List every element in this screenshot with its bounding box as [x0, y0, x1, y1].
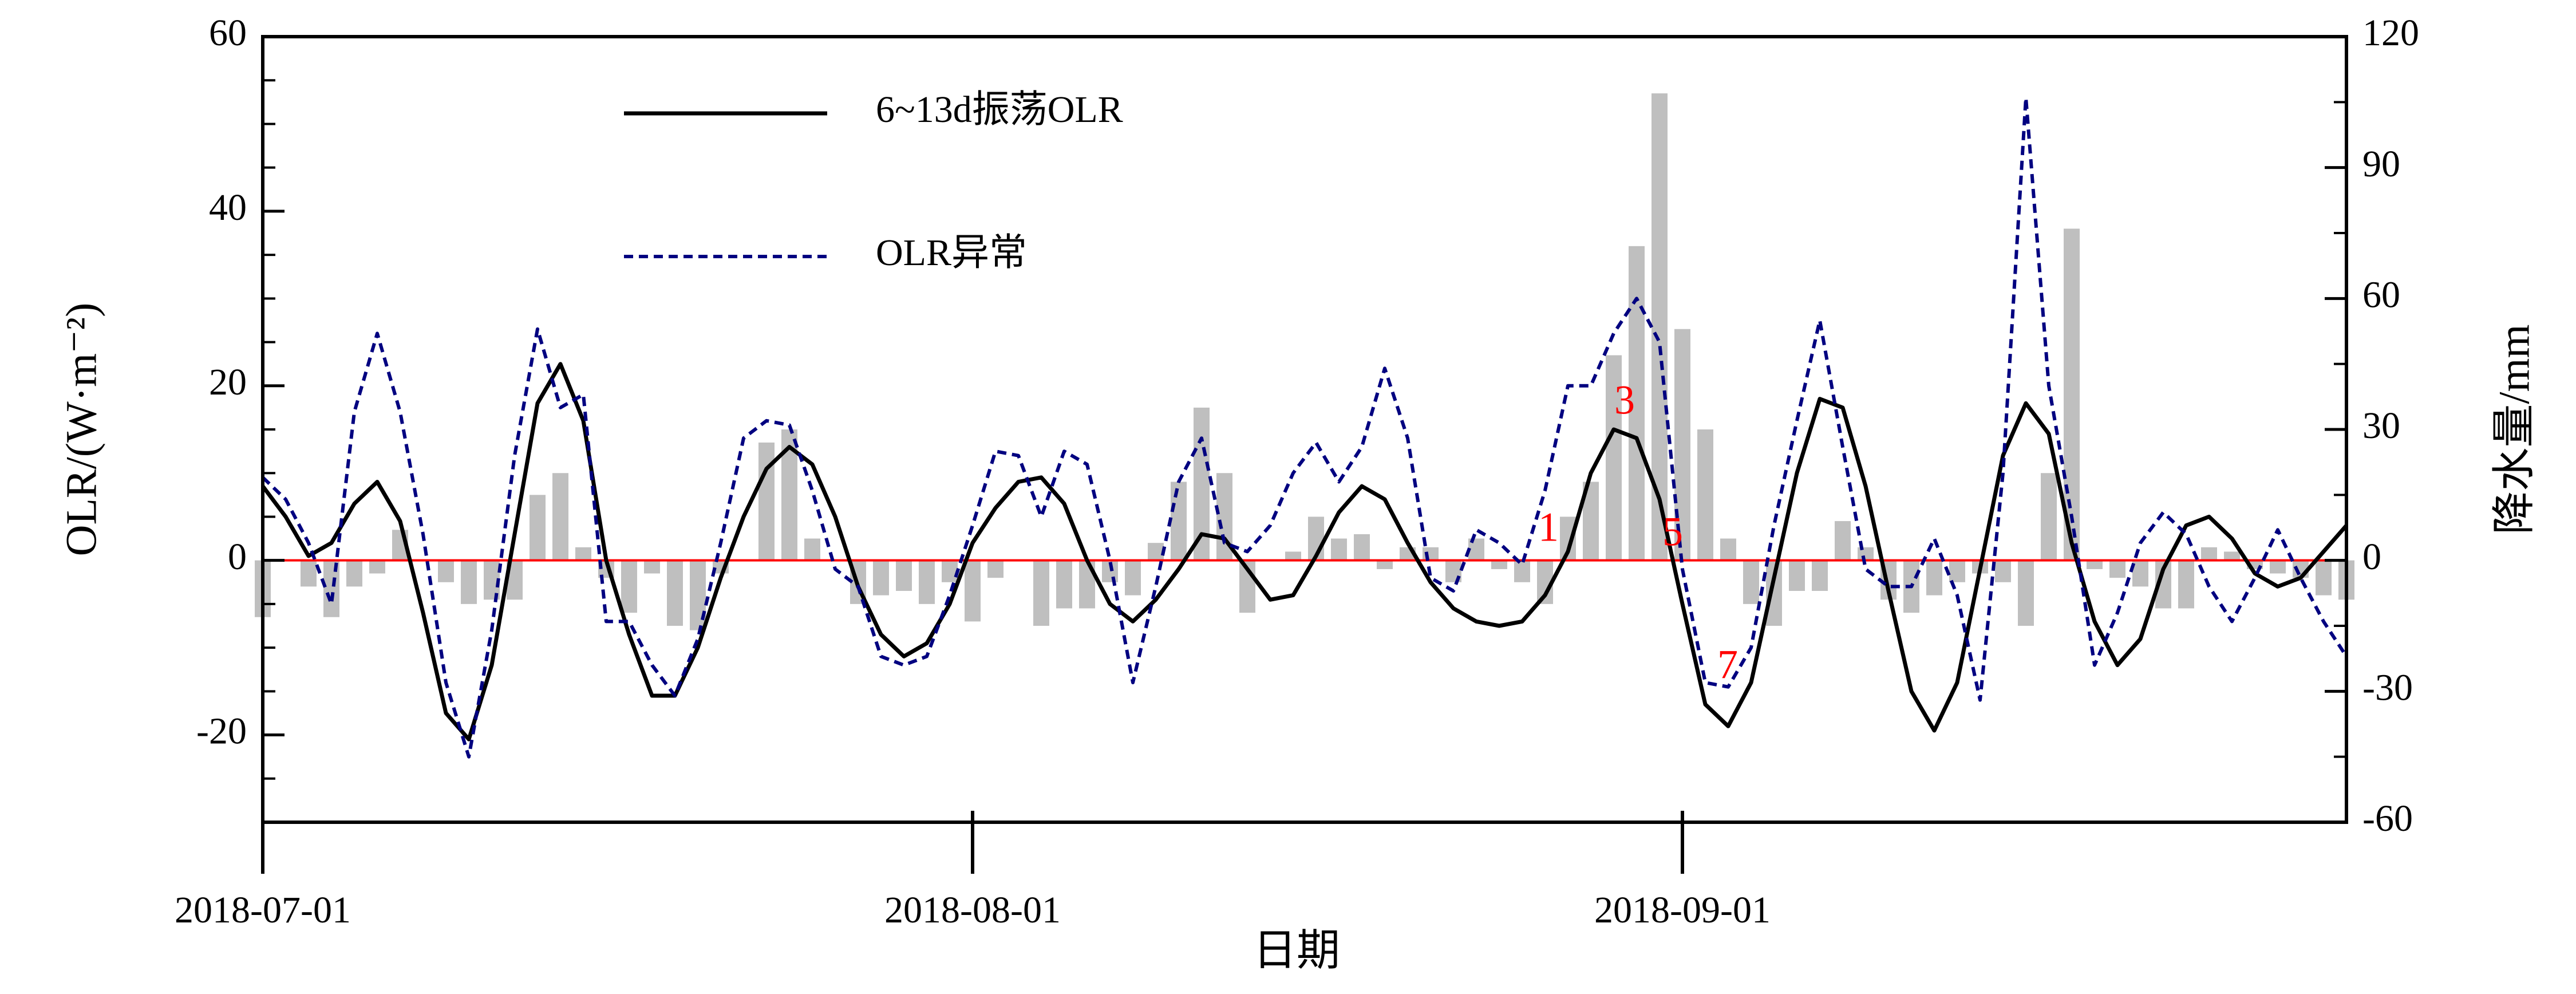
- bar: [1652, 93, 1668, 561]
- bar: [1285, 551, 1301, 561]
- bar: [1125, 560, 1141, 595]
- annotation: 5: [1662, 509, 1683, 555]
- bar: [1995, 560, 2011, 582]
- x-tick-label: 2018-08-01: [884, 889, 1061, 931]
- y-tick-label: 40: [209, 187, 247, 228]
- y2-tick-label: 30: [2362, 405, 2400, 447]
- annotation: 3: [1614, 377, 1635, 423]
- line: [261, 96, 2348, 759]
- annotation: 1: [1538, 504, 1559, 550]
- y2-tick-label: 90: [2362, 143, 2400, 185]
- x-tick-label: 2018-09-01: [1594, 889, 1771, 931]
- bar: [1926, 560, 1942, 595]
- bar: [1354, 534, 1370, 561]
- bar: [2270, 560, 2286, 574]
- y2-tick-label: 60: [2362, 274, 2400, 315]
- bar: [2109, 560, 2125, 578]
- bar: [965, 560, 981, 622]
- bar: [369, 560, 385, 574]
- bar: [1812, 560, 1828, 591]
- bar: [2041, 473, 2057, 561]
- line: [261, 362, 2348, 741]
- y2-tick-label: 120: [2362, 12, 2419, 54]
- bar: [2201, 547, 2217, 561]
- bar: [1743, 560, 1759, 604]
- bar: [758, 442, 775, 561]
- bar: [667, 560, 683, 626]
- bar: [1033, 560, 1049, 626]
- bar: [919, 560, 935, 604]
- bar: [530, 495, 546, 561]
- bar: [1514, 560, 1530, 582]
- bar: [1056, 560, 1072, 609]
- bar: [301, 560, 317, 587]
- bar: [1331, 538, 1347, 561]
- bar: [2316, 560, 2332, 595]
- y-tick-label: -20: [196, 711, 247, 752]
- y2-tick-label: -60: [2362, 798, 2413, 839]
- bar: [1674, 329, 1690, 561]
- plot-frame: [261, 35, 2348, 824]
- bar: [1491, 560, 1507, 569]
- y-axis-label: OLR/(W·m⁻²): [57, 303, 105, 557]
- bar: [461, 560, 477, 604]
- y-tick-label: 20: [209, 361, 247, 403]
- bar: [1720, 538, 1736, 561]
- bar: [575, 547, 591, 561]
- y-tick-label: 60: [209, 12, 247, 54]
- legend-label: OLR异常: [876, 232, 1027, 274]
- y2-tick-label: -30: [2362, 666, 2413, 708]
- bar: [873, 560, 889, 595]
- bar: [1377, 560, 1393, 569]
- bar: [1789, 560, 1805, 591]
- bar: [552, 473, 568, 561]
- bar: [1697, 429, 1713, 561]
- bar: [1148, 543, 1164, 561]
- x-tick-label: 2018-07-01: [175, 889, 351, 931]
- bar: [438, 560, 454, 582]
- bar: [2178, 560, 2194, 609]
- y2-tick-label: 0: [2362, 536, 2381, 578]
- bar: [987, 560, 1003, 578]
- bar: [2064, 228, 2080, 561]
- bar: [804, 538, 820, 561]
- bar: [942, 560, 958, 582]
- bar: [346, 560, 362, 587]
- legend-label: 6~13d振荡OLR: [876, 89, 1123, 131]
- bar: [2224, 551, 2240, 561]
- annotation: 7: [1717, 642, 1738, 688]
- bar: [2087, 560, 2103, 569]
- bar: [2018, 560, 2034, 626]
- bar: [644, 560, 660, 574]
- bar: [1949, 560, 1965, 582]
- y2-axis-label: 降水量/mm: [2490, 324, 2538, 534]
- bar: [1858, 547, 1874, 561]
- y-tick-label: 0: [228, 536, 247, 578]
- bar: [2132, 560, 2148, 587]
- x-axis-label: 日期: [1253, 926, 1340, 975]
- bar: [1171, 482, 1187, 561]
- bar: [896, 560, 912, 591]
- bar: [1835, 521, 1851, 561]
- bar: [1606, 355, 1622, 561]
- bar: [621, 560, 637, 613]
